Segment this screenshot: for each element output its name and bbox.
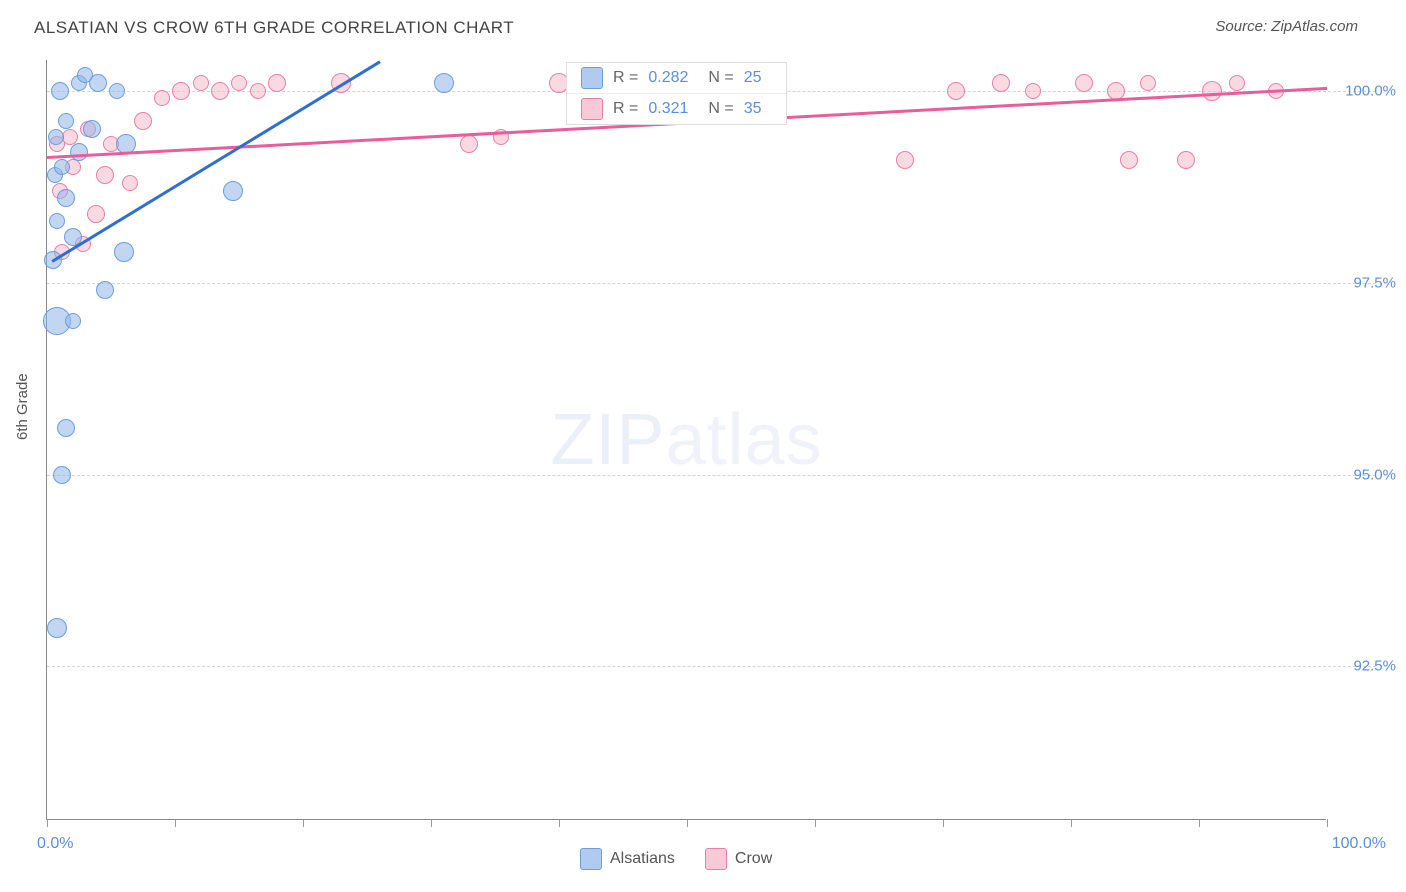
x-tick (431, 819, 432, 827)
swatch-blue-icon (580, 848, 602, 870)
data-point-pink (460, 135, 478, 153)
data-point-blue (70, 143, 88, 161)
legend-row-blue: R = 0.282 N = 25 (567, 63, 786, 94)
swatch-pink-icon (581, 98, 603, 120)
y-tick-label: 97.5% (1336, 274, 1396, 291)
legend-label-crow: Crow (735, 850, 772, 868)
data-point-pink (1229, 75, 1245, 91)
n-value-pink: 35 (744, 100, 762, 118)
gridline (47, 283, 1376, 284)
plot-area: ZIPatlas 92.5%95.0%97.5%100.0%0.0%100.0% (46, 60, 1326, 820)
x-label-min: 0.0% (37, 835, 73, 853)
data-point-blue (96, 281, 114, 299)
legend-item-crow: Crow (705, 848, 772, 870)
y-tick-label: 100.0% (1336, 82, 1396, 99)
data-point-pink (1202, 81, 1222, 101)
data-point-pink (96, 166, 114, 184)
x-tick (1071, 819, 1072, 827)
data-point-pink (1120, 151, 1138, 169)
series-legend: Alsatians Crow (580, 848, 772, 870)
x-tick (559, 819, 560, 827)
r-value-pink: 0.321 (648, 100, 688, 118)
x-tick (303, 819, 304, 827)
data-point-pink (122, 175, 138, 191)
data-point-blue (223, 181, 243, 201)
data-point-blue (57, 189, 75, 207)
x-tick (175, 819, 176, 827)
chart-title: ALSATIAN VS CROW 6TH GRADE CORRELATION C… (34, 18, 514, 37)
data-point-pink (211, 82, 229, 100)
data-point-blue (57, 419, 75, 437)
x-label-max: 100.0% (1332, 835, 1386, 853)
chart-source: Source: ZipAtlas.com (1215, 18, 1358, 35)
data-point-pink (896, 151, 914, 169)
data-point-pink (172, 82, 190, 100)
y-tick-label: 92.5% (1336, 658, 1396, 675)
gridline (47, 475, 1376, 476)
data-point-pink (268, 74, 286, 92)
correlation-legend: R = 0.282 N = 25 R = 0.321 N = 35 (566, 62, 787, 125)
data-point-blue (83, 120, 101, 138)
data-point-pink (134, 112, 152, 130)
data-point-blue (54, 159, 70, 175)
x-tick (1327, 819, 1328, 827)
swatch-blue-icon (581, 67, 603, 89)
data-point-pink (231, 75, 247, 91)
watermark: ZIPatlas (550, 399, 822, 481)
data-point-blue (65, 313, 81, 329)
x-tick (687, 819, 688, 827)
x-tick (943, 819, 944, 827)
data-point-pink (62, 129, 78, 145)
data-point-blue (47, 618, 67, 638)
data-point-pink (992, 74, 1010, 92)
data-point-pink (1177, 151, 1195, 169)
data-point-blue (77, 67, 93, 83)
data-point-pink (250, 83, 266, 99)
data-point-blue (114, 242, 134, 262)
data-point-pink (154, 90, 170, 106)
x-tick (815, 819, 816, 827)
x-tick (1199, 819, 1200, 827)
legend-row-pink: R = 0.321 N = 35 (567, 94, 786, 124)
chart-header: ALSATIAN VS CROW 6TH GRADE CORRELATION C… (34, 18, 1386, 48)
data-point-blue (434, 73, 454, 93)
legend-item-alsatians: Alsatians (580, 848, 675, 870)
data-point-pink (1140, 75, 1156, 91)
data-point-pink (1025, 83, 1041, 99)
swatch-pink-icon (705, 848, 727, 870)
data-point-blue (51, 82, 69, 100)
x-tick (47, 819, 48, 827)
y-tick-label: 95.0% (1336, 466, 1396, 483)
data-point-blue (48, 129, 64, 145)
data-point-blue (58, 113, 74, 129)
data-point-blue (109, 83, 125, 99)
gridline (47, 666, 1376, 667)
data-point-pink (947, 82, 965, 100)
data-point-blue (49, 213, 65, 229)
data-point-pink (87, 205, 105, 223)
legend-label-alsatians: Alsatians (610, 850, 675, 868)
data-point-pink (193, 75, 209, 91)
data-point-blue (53, 466, 71, 484)
data-point-pink (1075, 74, 1093, 92)
r-value-blue: 0.282 (648, 69, 688, 87)
y-axis-title: 6th Grade (14, 373, 31, 440)
n-value-blue: 25 (744, 69, 762, 87)
